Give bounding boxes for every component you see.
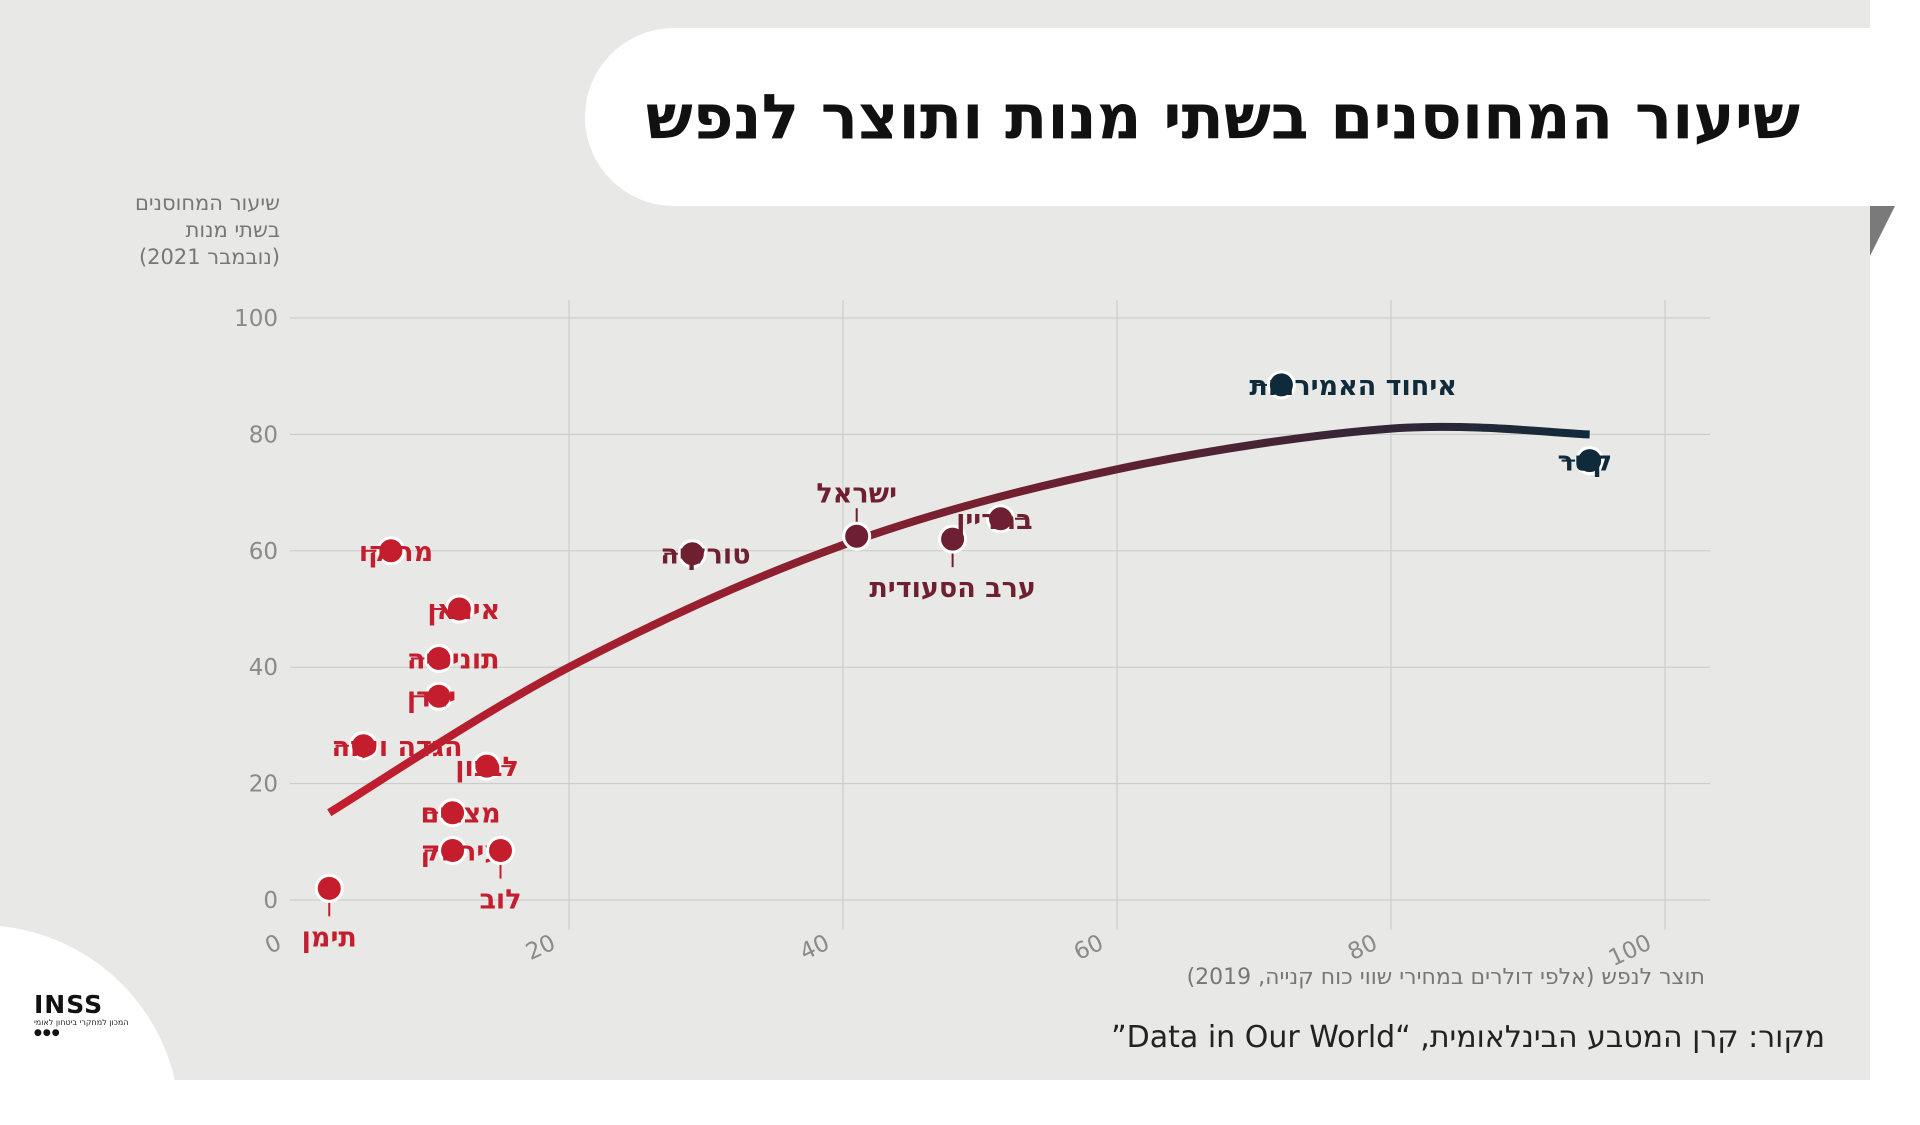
x-axis-label: תוצר לנפש (אלפי דולרים במחירי שווי כוח ק…: [1186, 965, 1705, 990]
data-point: לוב: [479, 836, 522, 916]
point-label: לוב: [479, 885, 521, 916]
point-marker: [444, 594, 474, 624]
data-point: ישראל: [816, 478, 897, 551]
point-marker: [424, 643, 454, 673]
y-tick-label: 100: [234, 306, 278, 332]
x-tick-label: 60: [1070, 930, 1108, 966]
point-label: מצרים: [421, 799, 501, 830]
data-point: תימן: [302, 873, 357, 953]
point-label: תימן: [302, 922, 357, 953]
trend-line: [327, 422, 1590, 817]
inss-logo: INSS המכון למחקרי ביטחון לאומי ●●●: [34, 990, 154, 1039]
source-note: מקור: קרן המטבע הבינלאומית, “Data in Our…: [1111, 1020, 1825, 1055]
point-marker: [314, 873, 344, 903]
data-point: מרוקו: [359, 536, 433, 568]
point-label: הגדה ועזה: [332, 732, 463, 763]
point-label: ערב הסעודית: [869, 573, 1036, 604]
point-marker: [438, 798, 468, 828]
point-marker: [842, 521, 872, 551]
point-label: מרוקו: [359, 537, 433, 568]
data-point: לבנון: [455, 751, 519, 783]
point-marker: [677, 539, 707, 569]
point-marker: [1266, 370, 1296, 400]
point-label: איחוד האמירויות: [1249, 371, 1457, 402]
point-marker: [424, 681, 454, 711]
title-banner-fold: [1870, 206, 1895, 256]
data-point: ערב הסעודית: [869, 524, 1036, 604]
x-tick-label: 80: [1344, 930, 1382, 966]
chart-grid: [290, 300, 1710, 930]
point-marker: [1575, 446, 1605, 476]
point-marker: [438, 836, 468, 866]
point-label: ירדן: [407, 682, 456, 713]
page-title: שיעור המחוסנים בשתי מנות ותוצר לנפש: [645, 80, 1800, 154]
x-tick-label: 20: [522, 930, 560, 966]
y-tick-label: 40: [249, 655, 278, 681]
y-axis-label: שיעור המחוסנים בשתי מנות (נובמבר 2021): [60, 190, 280, 271]
y-tick-label: 60: [249, 539, 278, 565]
logo-subtitle: המכון למחקרי ביטחון לאומי: [34, 1018, 129, 1027]
y-axis-label-line-3: (נובמבר 2021): [138, 245, 280, 269]
y-tick-label: 0: [263, 888, 278, 914]
data-point: מצרים: [421, 798, 501, 830]
y-tick-label: 20: [249, 772, 278, 798]
data-point: ירדן: [407, 681, 456, 713]
data-point: הגדה ועזה: [332, 731, 463, 763]
data-point: איראן: [427, 594, 500, 626]
point-label: קטר: [1558, 447, 1612, 478]
point-marker: [486, 836, 515, 866]
x-tick-label: 40: [796, 930, 834, 966]
y-axis-label-line-1: שיעור המחוסנים: [134, 191, 280, 215]
point-marker: [986, 504, 1016, 534]
data-point: איחוד האמירויות: [1249, 370, 1457, 402]
point-marker: [938, 524, 968, 554]
point-label: טורקיה: [660, 540, 750, 571]
point-label: לבנון: [455, 752, 519, 783]
title-banner: שיעור המחוסנים בשתי מנות ותוצר לנפש: [585, 28, 1895, 206]
logo-wordmark: INSS: [34, 990, 104, 1019]
data-point: קטר: [1558, 446, 1612, 478]
data-point: בחריין: [956, 504, 1033, 536]
point-label: ישראל: [816, 478, 897, 509]
logo-dots-icon: ●●●: [34, 1028, 61, 1038]
data-point: תוניסיה: [407, 643, 500, 675]
point-marker: [376, 536, 406, 566]
point-label: איראן: [427, 595, 500, 626]
point-marker: [472, 751, 502, 781]
point-marker: [349, 731, 378, 761]
y-axis-label-line-2: בשתי מנות: [185, 218, 280, 242]
point-label: בחריין: [956, 505, 1032, 536]
x-tick-label: 0: [261, 930, 285, 960]
data-point: טורקיה: [660, 539, 751, 571]
point-label: תוניסיה: [407, 644, 500, 675]
y-tick-label: 80: [249, 422, 278, 448]
